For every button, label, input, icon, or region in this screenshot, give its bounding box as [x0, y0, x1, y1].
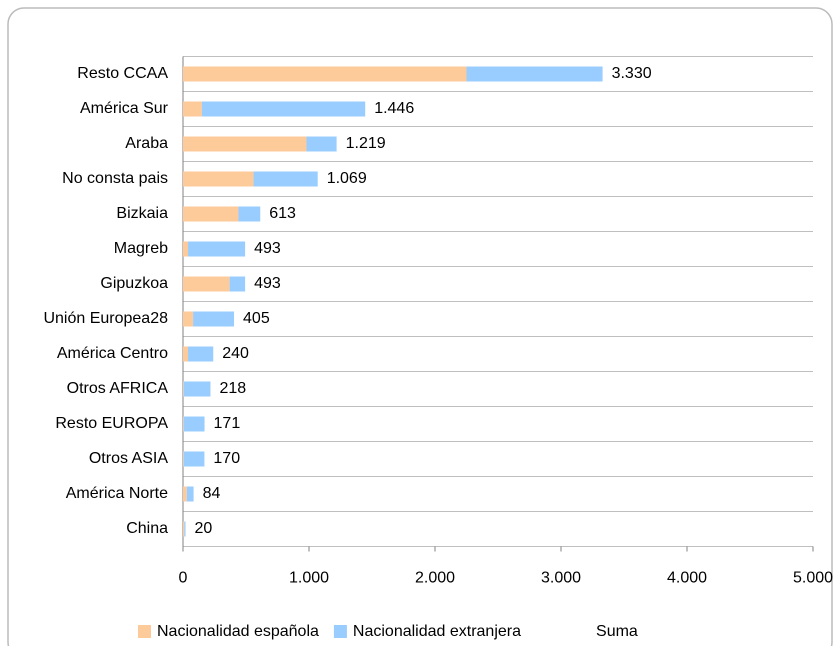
legend-label: Suma: [596, 623, 638, 640]
bar-segment: [183, 381, 184, 397]
bar-segment: [193, 311, 235, 327]
x-tick-label: 2.000: [415, 570, 455, 587]
legend-swatch: [333, 625, 347, 638]
y-tick-label: Resto EUROPA: [55, 415, 168, 432]
legend-label: Nacionalidad extranjera: [353, 623, 521, 640]
x-tick-label: 5.000: [793, 570, 833, 587]
bar-segment: [238, 206, 261, 222]
y-tick-label: No consta pais: [62, 170, 168, 187]
bar-segment: [183, 101, 202, 117]
y-tick-label: Araba: [125, 135, 168, 152]
bar-segment: [183, 521, 185, 537]
bar-segment: [183, 276, 230, 292]
bar-segment: [183, 241, 189, 257]
data-label: 493: [254, 275, 281, 292]
data-label: 493: [254, 240, 281, 257]
bar-segment: [466, 66, 603, 82]
y-tick-label: Bizkaia: [116, 205, 168, 222]
bar-segment: [253, 171, 318, 187]
y-tick-label: Otros ASIA: [89, 450, 168, 467]
data-label: 405: [243, 310, 270, 327]
data-label: 240: [222, 345, 249, 362]
bar-segment: [201, 101, 366, 117]
bar-segment: [183, 381, 211, 397]
bar-segment: [186, 486, 194, 502]
bar-segment: [183, 416, 184, 432]
data-label: 170: [213, 450, 240, 467]
bar-segment: [183, 346, 189, 362]
bar-segment: [183, 171, 254, 187]
bar-segment: [183, 486, 187, 502]
bar-segment: [183, 311, 194, 327]
legend-swatch: [138, 625, 151, 638]
data-label: 1.069: [327, 170, 367, 187]
data-label: 3.330: [612, 65, 652, 82]
bar-segment: [183, 451, 205, 467]
y-tick-label: China: [126, 520, 168, 537]
data-label: 1.219: [346, 135, 386, 152]
bar-segment: [183, 206, 239, 222]
legend-label: Nacionalidad española: [157, 623, 319, 640]
bar-segment: [184, 521, 186, 537]
bar-segment: [183, 136, 307, 152]
y-tick-label: Otros AFRICA: [67, 380, 169, 397]
bar-segment: [306, 136, 337, 152]
data-label: 171: [214, 415, 241, 432]
y-tick-label: Magreb: [114, 240, 168, 257]
bar-segment: [229, 276, 246, 292]
x-tick-label: 4.000: [667, 570, 707, 587]
bar-segment: [183, 416, 205, 432]
chart-frame: [7, 7, 833, 651]
data-label: 1.446: [374, 100, 414, 117]
bar-segment: [188, 241, 246, 257]
data-label: 613: [269, 205, 296, 222]
data-label: 218: [219, 380, 246, 397]
y-tick-label: Gipuzkoa: [100, 275, 168, 292]
data-label: 20: [195, 520, 213, 537]
data-label: 84: [203, 485, 221, 502]
y-tick-label: Unión Europea28: [43, 310, 168, 327]
x-tick-label: 3.000: [541, 570, 581, 587]
x-tick-label: 1.000: [289, 570, 329, 587]
y-tick-label: América Sur: [80, 100, 169, 117]
y-tick-label: América Norte: [66, 485, 168, 502]
bar-segment: [183, 66, 467, 82]
bar-segment: [188, 346, 214, 362]
y-tick-label: América Centro: [57, 345, 168, 362]
bar-segment: [183, 451, 184, 467]
x-tick-label: 0: [179, 570, 188, 587]
y-tick-label: Resto CCAA: [77, 65, 168, 82]
